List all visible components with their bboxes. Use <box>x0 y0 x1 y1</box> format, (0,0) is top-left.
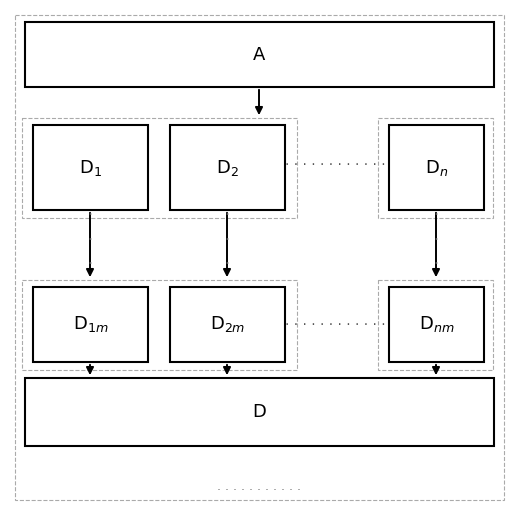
Text: ·
·
·: · · · <box>88 208 92 272</box>
Text: · · · · · · · · · · ·: · · · · · · · · · · · <box>217 484 301 496</box>
Text: · · · · · · · · · · · ·: · · · · · · · · · · · · <box>285 158 385 172</box>
Bar <box>22 280 297 370</box>
Bar <box>170 125 285 210</box>
Bar <box>378 280 493 370</box>
Text: D$_2$: D$_2$ <box>216 158 239 178</box>
Bar <box>170 287 285 362</box>
Text: D: D <box>253 403 266 421</box>
Text: ·
·
·: · · · <box>225 208 229 272</box>
Bar <box>25 378 494 446</box>
Bar <box>22 118 297 218</box>
Bar <box>33 287 148 362</box>
Bar <box>378 118 493 218</box>
Text: D$_{1m}$: D$_{1m}$ <box>73 315 108 335</box>
Text: D$_1$: D$_1$ <box>79 158 102 178</box>
Text: D$_n$: D$_n$ <box>425 158 448 178</box>
Bar <box>33 125 148 210</box>
Text: D$_{2m}$: D$_{2m}$ <box>210 315 245 335</box>
Bar <box>389 125 484 210</box>
Text: ·
·
·: · · · <box>433 208 439 272</box>
Text: D$_{nm}$: D$_{nm}$ <box>419 315 454 335</box>
Bar <box>389 287 484 362</box>
Text: A: A <box>253 45 266 63</box>
Bar <box>25 22 494 87</box>
Text: · · · · · · · · · · · ·: · · · · · · · · · · · · <box>285 318 385 332</box>
